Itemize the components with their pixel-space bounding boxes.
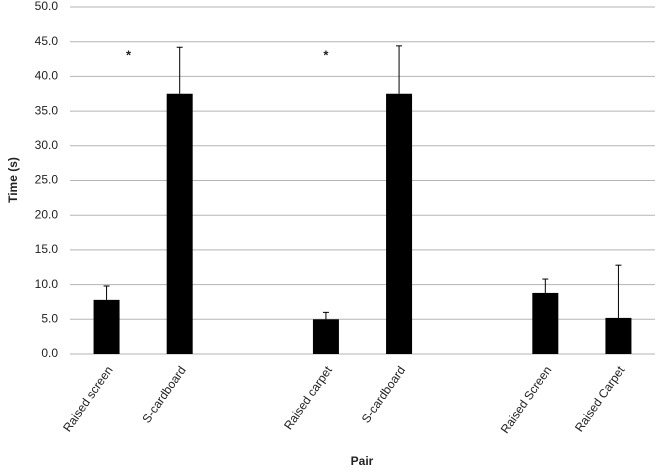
x-axis-title: Pair [351, 454, 374, 468]
bar [166, 93, 193, 354]
x-tick-label: Raised carpet [281, 363, 335, 432]
y-tick-label: 30.0 [35, 138, 59, 152]
error-bar [176, 46, 183, 94]
significance-marker: * [323, 47, 329, 62]
bar [386, 93, 413, 354]
x-tick-label: Raised screen [60, 364, 115, 435]
y-tick-label: 20.0 [35, 207, 59, 221]
y-tick-label: 15.0 [35, 242, 59, 256]
significance-marker: * [126, 47, 132, 62]
y-axis-title: Time (s) [6, 157, 20, 203]
bar [312, 319, 339, 354]
y-tick-label: 50.0 [35, 0, 59, 13]
bar [93, 299, 120, 354]
y-tick-label: 10.0 [35, 277, 59, 291]
error-bar [615, 264, 622, 318]
error-bar [322, 311, 329, 320]
x-tick-label: S-cardboard [139, 364, 188, 426]
x-tick-label: Raised Screen [498, 364, 555, 437]
y-tick-label: 25.0 [35, 173, 59, 187]
error-bar [542, 278, 549, 293]
x-tick-label: Raised Carpet [572, 363, 628, 434]
y-tick-label: 45.0 [35, 34, 59, 48]
y-tick-label: 0.0 [41, 346, 58, 360]
error-bar [396, 45, 403, 94]
error-bar [103, 285, 110, 300]
x-tick-label: S-cardboard [359, 364, 408, 426]
bar [532, 292, 559, 354]
y-tick-label: 35.0 [35, 103, 59, 117]
bar [605, 317, 632, 354]
y-tick-label: 5.0 [41, 311, 58, 325]
y-tick-label: 40.0 [35, 69, 59, 83]
